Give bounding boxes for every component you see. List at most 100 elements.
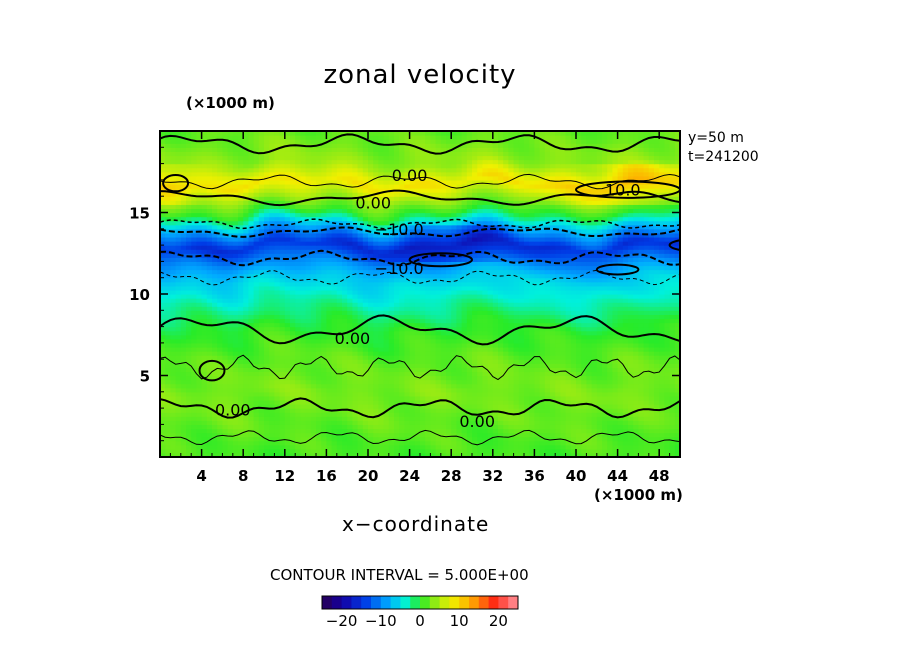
field-cell <box>544 416 551 421</box>
field-cell <box>596 277 603 283</box>
field-cell <box>357 420 364 425</box>
field-cell <box>560 424 567 430</box>
field-cell <box>586 448 593 454</box>
field-cell <box>191 294 197 299</box>
field-cell <box>326 448 333 454</box>
field-cell <box>368 285 374 291</box>
field-cell <box>586 391 593 397</box>
field-cell <box>274 355 281 360</box>
field-cell <box>607 408 613 413</box>
field-cell <box>180 351 187 356</box>
field-cell <box>472 448 478 454</box>
field-cell <box>612 391 619 397</box>
field-cell <box>529 375 535 381</box>
field-cell <box>560 452 567 457</box>
field-cell <box>373 318 379 324</box>
field-cell <box>352 269 359 275</box>
field-cell <box>290 383 296 389</box>
field-cell <box>300 408 307 413</box>
field-cell <box>170 412 177 417</box>
field-cell <box>248 342 255 348</box>
field-cell <box>165 351 171 356</box>
field-cell <box>586 310 593 315</box>
field-cell <box>487 277 494 283</box>
field-cell <box>253 294 260 299</box>
field-cell <box>544 338 551 344</box>
field-cell <box>326 383 333 389</box>
field-cell <box>425 269 431 275</box>
field-cell <box>232 436 239 442</box>
field-cell <box>643 346 650 352</box>
field-cell <box>295 346 301 352</box>
field-cell <box>513 346 520 352</box>
field-cell <box>539 452 546 457</box>
field-cell <box>227 452 234 457</box>
field-cell <box>440 310 447 315</box>
field-cell <box>669 342 676 348</box>
field-cell <box>628 338 634 344</box>
field-cell <box>388 322 395 328</box>
field-cell <box>638 355 645 360</box>
field-cell <box>414 444 421 450</box>
field-cell <box>446 408 452 413</box>
field-cell <box>425 395 431 401</box>
field-cell <box>160 261 166 267</box>
field-cell <box>186 424 192 430</box>
field-cell <box>326 444 333 450</box>
field-cell <box>555 452 561 457</box>
field-cell <box>388 359 395 364</box>
field-cell <box>362 424 369 430</box>
field-cell <box>529 436 535 442</box>
field-cell <box>648 379 655 385</box>
field-cell <box>212 326 218 332</box>
field-cell <box>591 363 598 368</box>
field-cell <box>472 379 478 385</box>
field-cell <box>482 424 489 430</box>
field-cell <box>357 408 364 413</box>
field-cell <box>394 424 400 430</box>
field-cell <box>430 416 437 421</box>
field-cell <box>279 326 286 332</box>
field-cell <box>487 330 494 336</box>
field-cell <box>186 277 192 283</box>
field-cell <box>222 253 229 258</box>
field-cell <box>669 379 676 385</box>
field-cell <box>206 355 213 360</box>
field-cell <box>357 277 364 283</box>
field-cell <box>498 428 504 434</box>
field-cell <box>529 371 535 377</box>
field-cell <box>310 355 317 360</box>
field-cell <box>472 436 478 442</box>
field-cell <box>498 289 504 295</box>
field-cell <box>243 371 249 377</box>
field-cell <box>461 306 468 311</box>
field-cell <box>160 436 166 442</box>
field-cell <box>258 452 265 457</box>
field-cell <box>628 375 634 381</box>
field-cell <box>258 412 265 417</box>
field-cell <box>508 322 515 328</box>
field-cell <box>565 420 572 425</box>
field-cell <box>196 273 203 279</box>
field-cell <box>388 363 395 368</box>
field-cell <box>446 412 452 417</box>
field-cell <box>336 306 343 311</box>
field-cell <box>212 440 218 446</box>
field-cell <box>550 289 556 295</box>
field-cell <box>409 404 416 409</box>
field-cell <box>446 359 452 364</box>
field-cell <box>581 277 587 283</box>
field-cell <box>284 359 291 364</box>
field-cell <box>591 306 598 311</box>
field-cell <box>612 404 619 409</box>
field-cell <box>638 448 645 454</box>
field-cell <box>503 399 509 405</box>
field-cell <box>248 298 255 303</box>
field-cell <box>222 273 229 279</box>
field-cell <box>570 448 577 454</box>
field-cell <box>316 391 322 397</box>
field-cell <box>654 428 660 434</box>
field-cell <box>196 391 203 397</box>
field-cell <box>316 383 322 389</box>
field-cell <box>222 285 229 291</box>
